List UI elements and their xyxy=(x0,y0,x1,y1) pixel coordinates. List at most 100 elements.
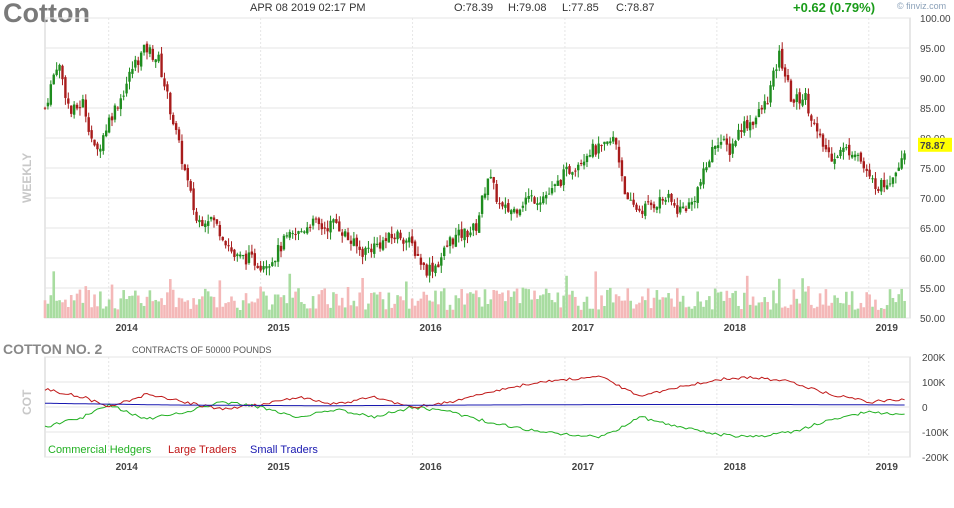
volume-bar xyxy=(303,303,306,318)
candle-body xyxy=(754,117,758,125)
volume-bar xyxy=(716,292,720,318)
candle-body xyxy=(877,188,880,191)
volume-bar xyxy=(708,296,711,318)
candle-body xyxy=(78,107,82,109)
cot-x-tick: 2018 xyxy=(724,462,747,473)
candle-body xyxy=(751,121,755,126)
candle-body xyxy=(206,221,210,226)
volume-bar xyxy=(58,300,61,318)
volume-bar xyxy=(582,301,586,318)
candle-body xyxy=(539,202,542,205)
candle-body xyxy=(842,147,845,152)
candle-body xyxy=(221,236,224,241)
volume-bar xyxy=(407,308,411,318)
candle-body xyxy=(43,107,47,109)
volume-bar xyxy=(719,291,723,318)
volume-bar xyxy=(291,297,294,318)
candle-body xyxy=(588,155,592,157)
brand-link[interactable]: © finviz.com xyxy=(897,1,947,11)
volume-bar xyxy=(489,299,493,318)
volume-bar xyxy=(757,302,761,318)
price-x-tick: 2019 xyxy=(876,323,899,334)
volume-bar xyxy=(734,290,737,318)
volume-bar xyxy=(524,288,528,318)
volume-bar xyxy=(297,288,300,318)
volume-bar xyxy=(600,295,603,318)
candle-body xyxy=(623,176,627,195)
candle-body xyxy=(501,202,504,207)
candle-body xyxy=(282,235,286,250)
volume-bar xyxy=(352,300,356,318)
volume-bar xyxy=(381,299,385,318)
volume-bar xyxy=(154,299,158,318)
candle-body xyxy=(550,188,554,194)
candle-body xyxy=(224,241,227,246)
cot-panel-subtitle: CONTRACTS OF 50000 POUNDS xyxy=(132,345,272,355)
volume-bar xyxy=(189,308,192,318)
volume-bar xyxy=(815,306,819,318)
candle-body xyxy=(209,216,213,220)
candle-body xyxy=(288,231,291,238)
candle-body xyxy=(454,234,458,247)
volume-bar xyxy=(230,296,233,318)
volume-bar xyxy=(358,292,361,318)
candle-body xyxy=(746,119,749,129)
candle-body xyxy=(853,154,857,158)
candle-body xyxy=(743,121,746,133)
candle-body xyxy=(681,206,685,209)
volume-bar xyxy=(224,303,227,318)
volume-bar xyxy=(547,293,551,318)
candle-body xyxy=(271,262,274,266)
volume-bar xyxy=(233,300,236,318)
volume-bar xyxy=(507,290,510,318)
volume-bar xyxy=(305,308,309,318)
volume-bar xyxy=(766,301,769,318)
candle-body xyxy=(142,44,146,53)
candle-body xyxy=(262,266,265,270)
volume-bar xyxy=(842,303,845,318)
candle-body xyxy=(836,156,839,158)
candle-body xyxy=(405,240,408,243)
candle-body xyxy=(265,266,268,269)
candle-body xyxy=(355,237,358,247)
volume-bar xyxy=(236,307,239,318)
candle-body xyxy=(393,237,396,240)
volume-bar xyxy=(745,275,749,318)
candle-body xyxy=(201,219,204,227)
candle-body xyxy=(507,203,510,212)
candle-body xyxy=(900,158,903,169)
volume-bar xyxy=(670,298,673,318)
candle-body xyxy=(638,208,641,211)
price-y-tick: 50.00 xyxy=(920,314,945,325)
candle-body xyxy=(617,146,621,163)
volume-bar xyxy=(157,301,160,318)
volume-bar xyxy=(460,289,463,318)
volume-bar xyxy=(553,302,557,318)
candle-body xyxy=(460,229,463,238)
volume-bar xyxy=(256,298,260,318)
candle-body xyxy=(888,183,892,185)
volume-bar xyxy=(425,294,429,318)
candle-body xyxy=(422,262,426,266)
candle-body xyxy=(556,180,560,186)
candle-body xyxy=(137,60,140,65)
volume-bar xyxy=(868,294,871,318)
candle-body xyxy=(145,43,149,53)
candle-body xyxy=(273,260,277,263)
candle-body xyxy=(431,262,434,272)
volume-bar xyxy=(203,288,207,318)
candle-body xyxy=(740,130,743,132)
candle-body xyxy=(848,144,851,156)
candle-body xyxy=(396,231,399,240)
candle-body xyxy=(795,94,798,103)
volume-bar xyxy=(879,308,883,318)
volume-bar xyxy=(221,306,225,318)
volume-bar xyxy=(740,309,743,318)
candle-body xyxy=(597,143,600,154)
candle-body xyxy=(655,207,659,210)
candle-body xyxy=(480,195,484,214)
candle-body xyxy=(195,211,198,221)
volume-bar xyxy=(562,295,565,318)
candle-body xyxy=(676,205,679,214)
